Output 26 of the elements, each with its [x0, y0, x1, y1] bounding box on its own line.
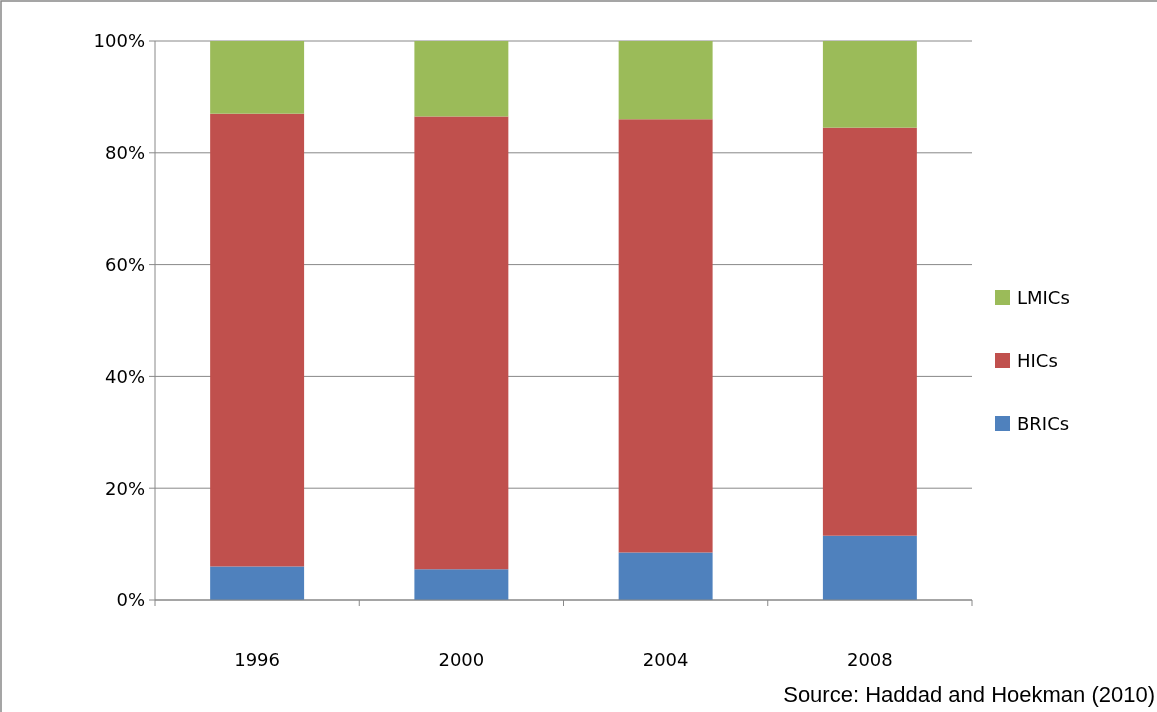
legend-label: BRICs: [1017, 413, 1070, 435]
x-tick-label: 2004: [642, 649, 689, 670]
y-tick-label: 20%: [104, 477, 145, 499]
bar: [210, 41, 305, 114]
y-tick-label: 60%: [104, 253, 145, 275]
bar: [210, 566, 305, 600]
bar: [414, 116, 509, 570]
bar: [618, 41, 713, 120]
x-tick-label: 2000: [438, 649, 485, 670]
x-tick-label: 1996: [234, 649, 281, 670]
bar: [210, 113, 305, 567]
bar: [618, 119, 713, 553]
y-tick-label: 100%: [93, 30, 145, 52]
bar: [414, 569, 509, 600]
y-tick-label: 0%: [116, 589, 145, 611]
y-tick-label: 40%: [104, 365, 145, 387]
bar: [414, 41, 509, 117]
bar: [822, 127, 917, 536]
bar: [618, 552, 713, 600]
x-tick-label: 2008: [846, 649, 893, 670]
source-note: Source: Haddad and Hoekman (2010): [783, 682, 1155, 707]
bar: [822, 41, 917, 128]
legend-label: LMICs: [1017, 287, 1070, 309]
y-tick-label: 80%: [104, 142, 145, 164]
bar: [822, 535, 917, 600]
legend-label: HICs: [1017, 350, 1058, 372]
